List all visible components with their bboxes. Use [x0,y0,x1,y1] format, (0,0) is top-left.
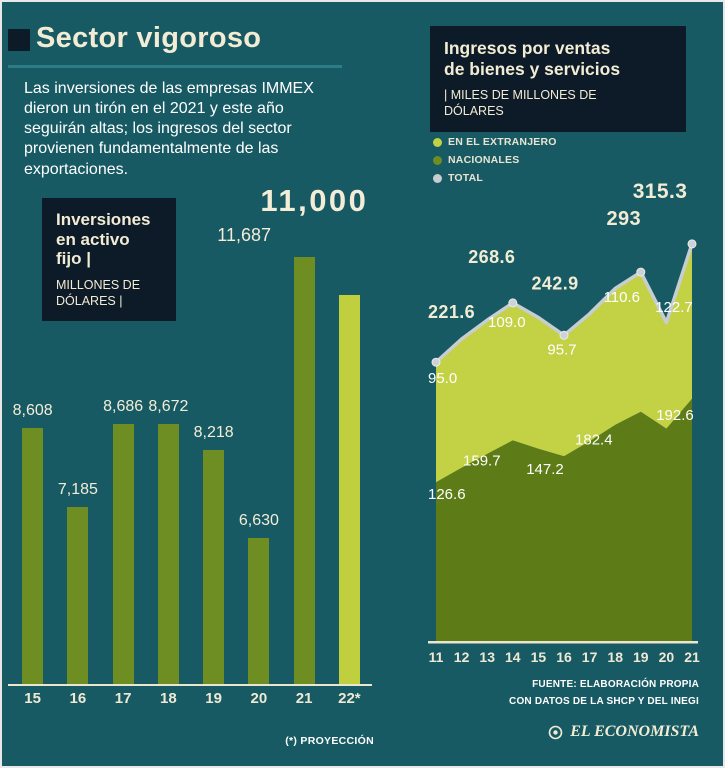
bar-chart-x-row: 15 16 17 18 19 20 21 22* [10,690,372,710]
area-x-label-20: 20 [659,649,675,665]
title-underline [8,65,342,68]
bar-21 [293,257,315,684]
bar-chart-title: Inversiones en activo fijo | [56,210,162,269]
extranjero-label-16: 95.7 [547,341,576,358]
source-note: FUENTE: ELABORACIÓN PROPIA CON DATOS DE … [442,677,699,710]
area-chart-legend: EN EL EXTRANJERO NACIONALES TOTAL [433,136,557,190]
extranjero-label-14: 109.0 [488,314,526,331]
extranjero-label-11: 95.0 [428,370,457,387]
bar-chart-title-line: Inversiones [56,210,151,229]
bar-value-label-17: 8,686 [103,398,144,415]
bar-20 [248,538,270,684]
bar-19 [203,450,225,684]
bar-x-label-22*: 22* [338,690,361,707]
bar-x-label-17: 17 [114,690,132,707]
extranjero-label-21: 122.7 [655,299,693,316]
legend-dot-icon [433,173,442,183]
legend-item-0: EN EL EXTRANJERO [433,136,557,148]
bar-x-label-21: 21 [295,690,313,707]
total-marker-16 [559,330,569,340]
nacionales-label-11: 126.6 [428,486,466,503]
source-line: CON DATOS DE LA SHCP Y DEL INEGI [509,695,699,707]
nacionales-label-21: 192.6 [656,407,694,424]
bar-chart-title-line: en activo [56,229,130,249]
area-x-label-21: 21 [684,649,700,665]
nacionales-label-16: 147.2 [526,461,564,478]
bar-chart-title-line: fijo | [56,249,91,269]
bar-chart-plot: 8,608 7,185 8,686 8,672 8,218 6,630 11,687 11,0… [10,183,372,684]
area-chart-title-box: Ingresos por ventas de bienes y servicio… [430,26,686,132]
total-marker-14 [508,298,518,308]
extranjero-area [436,243,692,483]
bar-x-label-16: 16 [69,690,87,707]
area-x-label-15: 15 [531,649,547,665]
bar-chart-title-box: Inversiones en activo fijo | MILLONES DE… [42,198,176,322]
area-chart-subtitle-line: DÓLARES [444,103,504,118]
total-label-14: 268.6 [468,247,515,267]
bar-value-label-21: 11,687 [217,225,271,245]
nacionales-label-19: 182.4 [575,432,613,449]
projection-note: (*) PROYECCIÓN [285,735,374,747]
el-economista-logo-icon [548,725,563,739]
area-x-label-16: 16 [556,649,572,665]
total-marker-19 [636,267,646,277]
area-chart-subtitle: | MILES DE MILLONES DE DÓLARES [444,88,672,119]
area-chart-title-line: de bienes y servicios [444,58,621,79]
area-x-label-11: 11 [429,649,444,665]
area-x-label-14: 14 [505,649,521,665]
bar-chart-subtitle-line: DÓLARES | [56,293,123,308]
bar-x-label-15: 15 [24,690,41,707]
area-x-label-12: 12 [454,649,470,665]
brand-row: EL ECONOMISTA [442,723,699,741]
extranjero-label-19: 110.6 [604,289,640,306]
total-marker-21 [687,239,697,249]
bar-17 [112,424,134,684]
bar-value-label-18: 8,672 [148,398,189,415]
area-x-label-18: 18 [607,649,623,665]
source-line: FUENTE: ELABORACIÓN PROPIA [532,679,699,690]
bar-chart-subtitle: MILLONES DE DÓLARES | [56,278,162,309]
area-x-axis [428,641,698,644]
page-title: Sector vigoroso [36,22,262,54]
total-label-19: 293 [607,208,642,230]
legend-label: TOTAL [448,172,484,184]
legend-item-1: NACIONALES [433,154,557,166]
bar-value-label-22*: 11,000 [260,183,369,218]
brand-name: EL ECONOMISTA [570,723,699,740]
bar-15 [22,428,44,684]
legend-dot-icon [433,137,442,147]
bar-22* [338,295,360,684]
bar-18 [157,424,179,684]
total-label-21: 315.3 [633,180,688,203]
total-label-16: 242.9 [531,273,578,293]
area-x-label-17: 17 [582,649,598,665]
bar-chart-subtitle-line: MILLONES DE [56,278,141,293]
area-chart-subtitle-line: | MILES DE MILLONES DE [444,88,597,103]
nacionales-label-14: 159.7 [463,452,501,469]
intro-text: Las inversiones de las empresas IMMEX di… [24,80,314,178]
total-marker-11 [431,357,441,367]
bar-x-label-19: 19 [205,690,222,707]
area-chart-title-line: Ingresos por ventas [444,38,611,58]
area-x-label-13: 13 [479,649,495,665]
area-chart-svg: 11 12 13 14 15 16 17 18 19 20 21 221.6 268.6 242.9 293… [428,180,700,665]
area-x-label-19: 19 [633,649,649,665]
nacionales-area [436,398,692,642]
bar-x-label-18: 18 [160,690,177,707]
legend-dot-icon [433,155,442,165]
legend-label: NACIONALES [448,154,520,166]
title-square-mark [8,29,30,51]
bar-value-label-20: 6,630 [238,512,279,529]
bar-chart-x-axis [8,684,372,686]
bar-value-label-16: 7,185 [57,481,98,498]
bar-value-label-15: 8,608 [12,402,53,419]
bar-x-label-20: 20 [250,690,268,707]
area-chart-title: Ingresos por ventas de bienes y servicio… [444,38,672,79]
legend-item-2: TOTAL [433,172,557,184]
bar-value-label-19: 8,218 [193,424,234,441]
legend-label: EN EL EXTRANJERO [448,136,557,148]
bar-16 [67,507,89,684]
total-label-11: 221.6 [428,302,475,322]
